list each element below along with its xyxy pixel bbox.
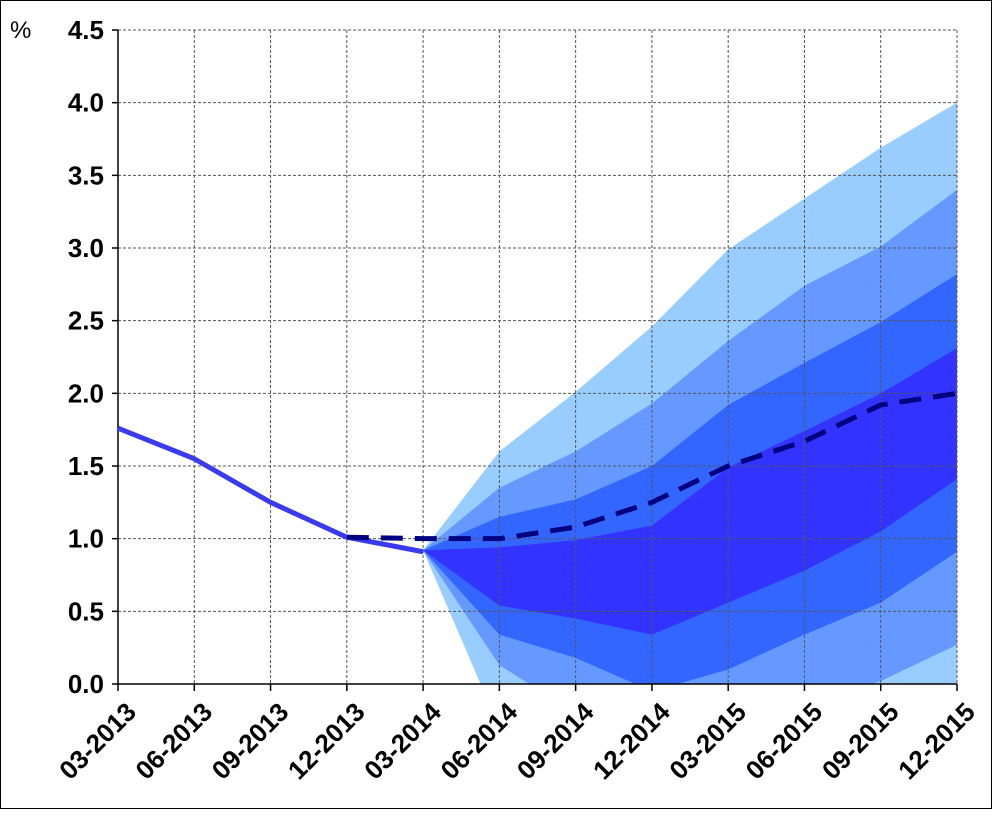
y-tick-label: 1.0 [68, 524, 104, 554]
y-tick-label: 3.0 [68, 233, 104, 263]
gridlines [118, 29, 958, 684]
y-tick-label: 4.5 [68, 15, 104, 45]
y-tick-labels: 0.0 0.5 1.0 1.5 2.0 2.5 3.0 3.5 4.0 4.5 [68, 15, 104, 699]
historical-line [117, 425, 424, 555]
y-tick-label: 0.0 [68, 669, 104, 699]
y-axis-label: % [10, 17, 31, 44]
y-tick-label: 0.5 [68, 596, 104, 626]
forecast-line [346, 390, 958, 542]
y-tick-label: 4.0 [68, 88, 104, 118]
y-tick-label: 2.5 [68, 306, 104, 336]
y-tick-label: 1.5 [68, 451, 104, 481]
axes [112, 29, 958, 691]
y-tick-label: 2.0 [68, 378, 104, 408]
series-lines [117, 390, 958, 555]
y-tick-label: 3.5 [68, 160, 104, 190]
fan-band-core [423, 348, 957, 635]
